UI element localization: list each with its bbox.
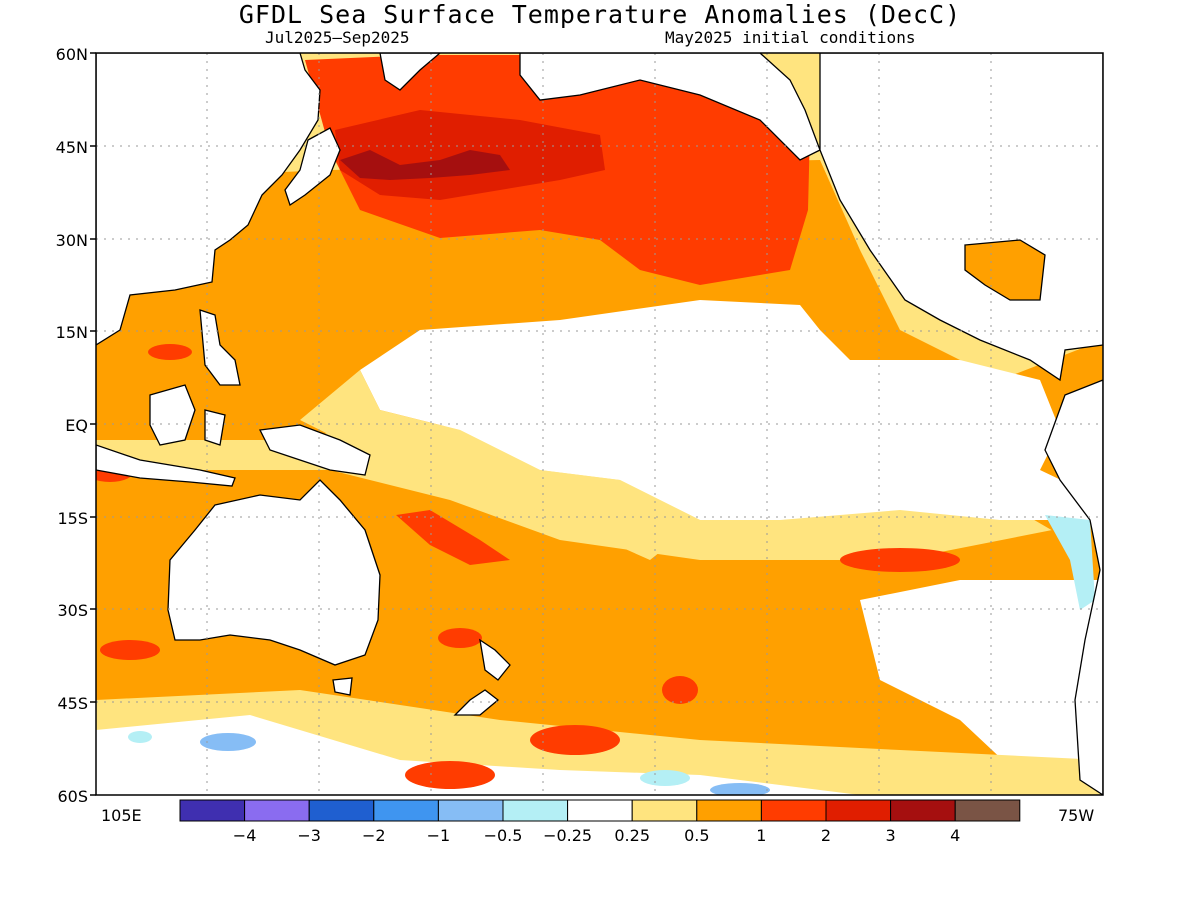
equatorial-tongue-edge (300, 370, 700, 560)
colorbar-label: 3 (885, 826, 896, 845)
colorbar-label: 0.5 (684, 826, 710, 845)
colorbar-swatch (502, 799, 569, 822)
cool-patch-peru (1045, 515, 1095, 610)
colorbar-label: 1 (756, 826, 767, 845)
borneo (149, 384, 196, 446)
initial-conditions: May2025 initial conditions (665, 28, 916, 47)
alaska (519, 53, 821, 161)
australia (167, 479, 381, 666)
cool-patch-3 (640, 770, 690, 786)
colorbar-swatch (631, 799, 698, 822)
lat-label-30n: 30N (55, 231, 88, 250)
sumatra-java (96, 444, 236, 487)
colorbar-swatch (567, 799, 633, 822)
philippines (199, 309, 241, 386)
lat-label-45n: 45N (55, 138, 88, 157)
colorbar-label: 0.25 (614, 826, 650, 845)
sw-pacific-red (396, 510, 510, 565)
equatorial-tongue (360, 300, 1103, 520)
colorbar-swatch (825, 799, 892, 822)
colorbar-label: −0.5 (483, 826, 523, 845)
new-guinea (259, 424, 371, 476)
lat-label-30s: 30S (57, 601, 88, 620)
red-patch-indian (100, 640, 160, 660)
colorbar-label: −1 (426, 826, 451, 845)
lat-label-60s: 60S (57, 787, 88, 806)
cool-patch-4 (710, 783, 770, 795)
south-america (1044, 379, 1103, 795)
lat-label-45s: 45S (57, 694, 88, 713)
new-zealand-south (453, 689, 500, 716)
colorbar-swatch (308, 799, 375, 822)
lon-label-west: 105E (101, 806, 142, 825)
red-patch-south-1 (662, 676, 698, 704)
colorbar-swatch (696, 799, 762, 822)
land-masses (96, 53, 1103, 795)
gulf-of-mexico (964, 239, 1046, 301)
southeast-pale (860, 580, 1103, 795)
colorbar-swatch (244, 799, 310, 822)
chart-title: GFDL Sea Surface Temperature Anomalies (… (238, 0, 962, 29)
japan (284, 127, 341, 207)
lat-label-15s: 15S (57, 509, 88, 528)
lat-ticks (90, 52, 96, 796)
colorbar-label: −0.25 (543, 826, 593, 845)
colorbar-swatch (179, 799, 246, 822)
colorbar-swatch (373, 799, 439, 822)
asia-mainland (96, 53, 321, 346)
new-zealand-north (479, 638, 511, 681)
colorbar-label: 4 (950, 826, 961, 845)
red-patch-tasman (438, 628, 482, 648)
sulawesi (204, 409, 226, 446)
colorbar-label: −4 (232, 826, 257, 845)
lat-label-eq: EQ (65, 416, 88, 435)
colorbar-swatch (890, 799, 956, 822)
red-patch-southeast (840, 548, 960, 572)
red-patch-south-2 (530, 725, 620, 755)
colorbar-swatch (760, 799, 827, 822)
kamchatka (379, 53, 442, 91)
lat-label-60n: 60N (55, 45, 88, 64)
red-patch-philippines (148, 344, 192, 360)
north-pacific-extreme (340, 150, 510, 180)
colorbar (179, 799, 1021, 822)
lon-label-east: 75W (1058, 806, 1095, 825)
forecast-period: Jul2025–Sep2025 (265, 28, 410, 47)
cool-patch-2 (128, 731, 152, 743)
colorbar-swatch (437, 799, 504, 822)
colorbar-label: 2 (820, 826, 832, 845)
colorbar-swatch (954, 799, 1021, 822)
lat-label-15n: 15N (55, 323, 88, 342)
red-patch-south-3 (405, 761, 495, 789)
cool-patch-1 (200, 733, 256, 751)
colorbar-label: −2 (362, 826, 386, 845)
tasmania (332, 677, 353, 696)
colorbar-label: −3 (297, 826, 321, 845)
